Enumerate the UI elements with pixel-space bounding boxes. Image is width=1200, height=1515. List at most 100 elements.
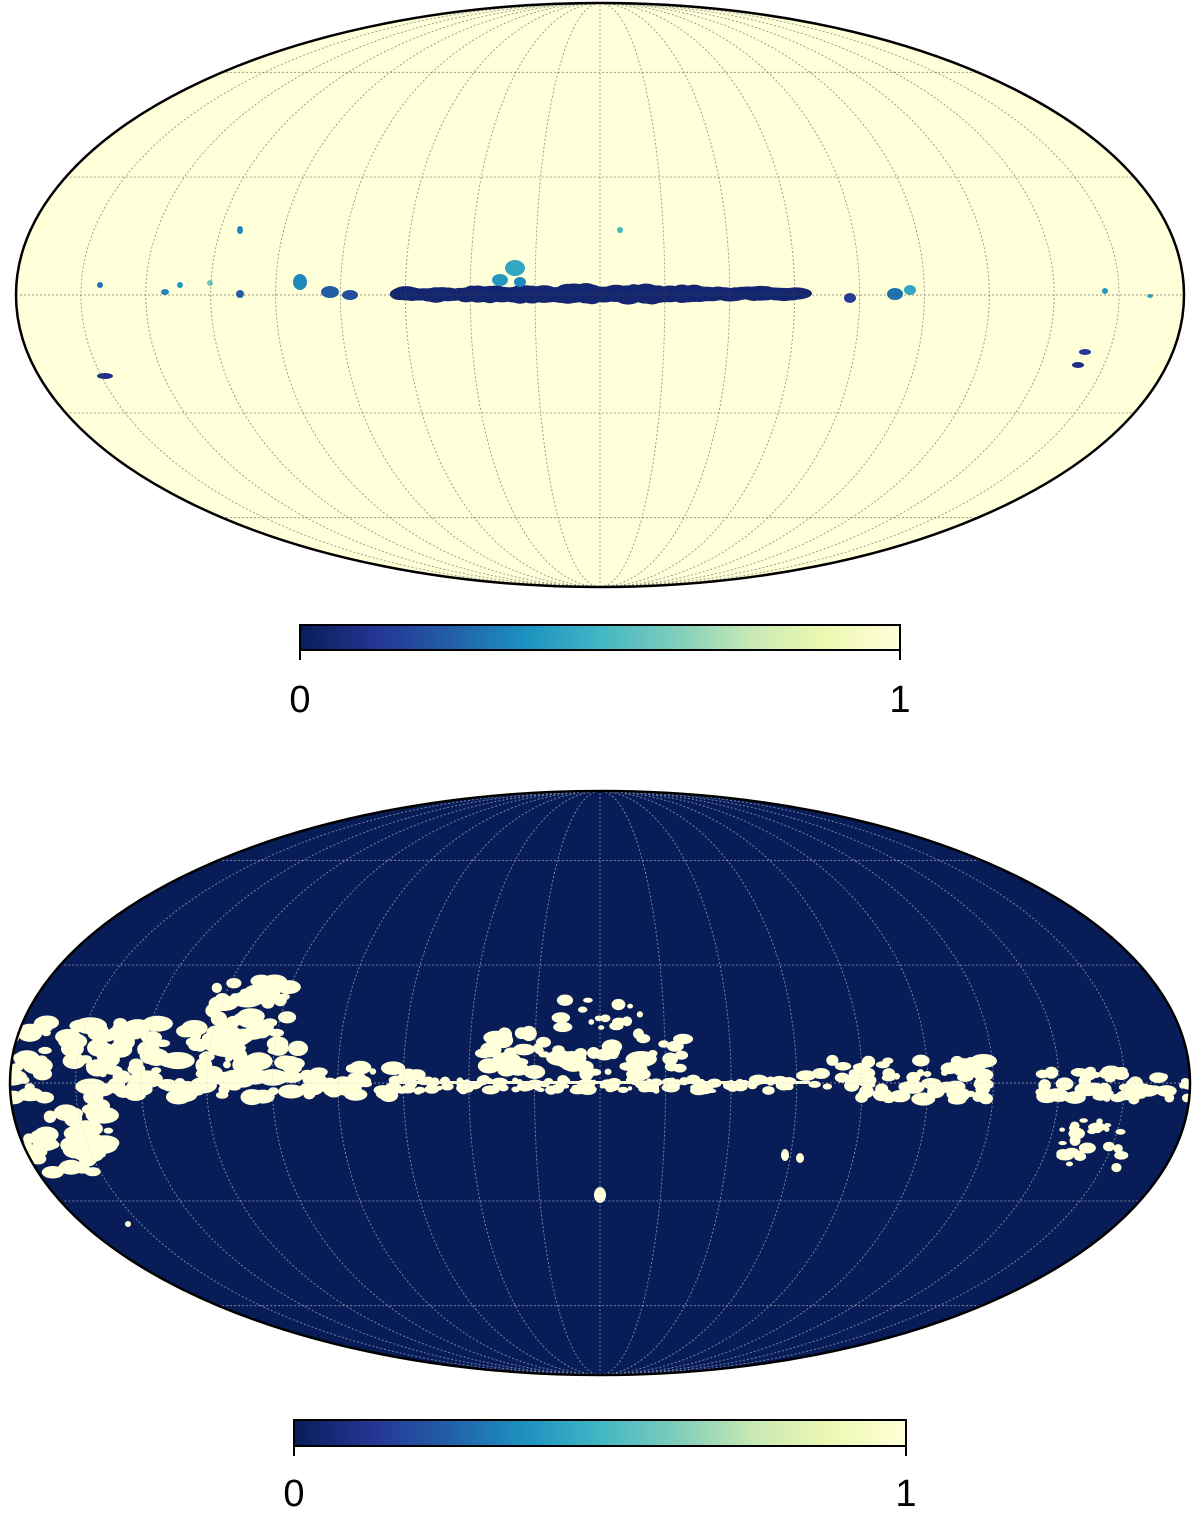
mask-cloud xyxy=(68,1133,92,1147)
mask-cloud xyxy=(70,1120,104,1138)
mask-cloud xyxy=(33,1145,48,1158)
dust-clump xyxy=(617,227,623,233)
mask-cloud xyxy=(945,1080,966,1092)
graticule-meridian xyxy=(402,791,601,1375)
dust-clump xyxy=(293,274,307,290)
mask-cloud xyxy=(231,1028,254,1044)
dust-clump xyxy=(97,282,103,288)
mask-cloud xyxy=(1073,1068,1082,1075)
mask-cloud xyxy=(481,1085,500,1095)
mask-cloud xyxy=(10,1090,25,1105)
mask-cloud xyxy=(553,1022,573,1033)
mask-cloud xyxy=(1164,1093,1175,1103)
mask-cloud xyxy=(607,1051,619,1060)
dust-band-segment xyxy=(780,287,812,300)
mask-cloud xyxy=(611,998,626,1011)
mask-cloud xyxy=(583,997,593,1003)
mask-cloud xyxy=(559,1083,570,1089)
mask-cloud xyxy=(268,1028,285,1037)
mask-cloud xyxy=(1058,1140,1067,1146)
mask-cloud xyxy=(912,1054,930,1067)
mask-cloud xyxy=(906,1071,921,1084)
mask-cloud xyxy=(78,1055,93,1064)
graticule-meridian xyxy=(275,3,601,587)
mask-spot xyxy=(125,1221,131,1227)
mask-cloud xyxy=(863,1058,871,1066)
mask-cloud xyxy=(38,1046,52,1055)
mask-cloud xyxy=(808,1080,821,1088)
mask-cloud xyxy=(75,1164,91,1174)
dust-clump xyxy=(207,280,213,286)
mask-cloud xyxy=(278,1011,297,1024)
mask-cloud xyxy=(303,1088,316,1100)
mask-cloud xyxy=(311,1070,324,1081)
map-2-graticule xyxy=(10,791,1190,1375)
mask-cloud xyxy=(127,1063,146,1075)
dust-clump xyxy=(177,282,183,288)
mask-cloud xyxy=(627,1086,633,1091)
mask-cloud xyxy=(205,1003,221,1018)
mask-cloud xyxy=(612,1017,627,1027)
mask-cloud xyxy=(146,1072,158,1081)
mask-cloud xyxy=(113,1017,128,1029)
mask-cloud xyxy=(882,1057,894,1064)
dust-clump xyxy=(904,285,916,295)
mask-cloud xyxy=(142,1015,173,1032)
mask-cloud xyxy=(534,1046,544,1055)
mask-cloud xyxy=(636,1033,651,1044)
mask-cloud xyxy=(287,1040,309,1057)
mask-cloud xyxy=(155,1039,171,1048)
mask-cloud xyxy=(604,1068,612,1075)
mask-cloud xyxy=(31,1021,49,1034)
mask-cloud xyxy=(834,1072,850,1083)
map-2-outline xyxy=(8,789,1192,1377)
mask-cloud xyxy=(19,1154,29,1163)
mask-cloud xyxy=(195,1068,214,1079)
dust-clump xyxy=(887,288,903,300)
mask-cloud xyxy=(1087,1128,1097,1135)
mask-cloud xyxy=(201,1032,219,1046)
mask-cloud xyxy=(334,1076,353,1086)
mask-cloud xyxy=(218,1023,235,1033)
mask-cloud xyxy=(965,1057,976,1067)
mask-cloud xyxy=(587,1086,597,1092)
mask-cloud xyxy=(552,1045,563,1056)
dust-clump xyxy=(505,260,525,276)
mask-cloud xyxy=(826,1054,839,1066)
map-1-outline xyxy=(14,1,1186,589)
mask-cloud xyxy=(255,991,281,1005)
mask-cloud xyxy=(497,1027,513,1043)
mask-cloud xyxy=(398,1070,415,1083)
mask-cloud xyxy=(1118,1083,1132,1091)
mask-cloud xyxy=(414,1086,426,1094)
mask-cloud xyxy=(43,1110,57,1124)
mask-cloud xyxy=(957,1072,974,1082)
mask-cloud xyxy=(211,982,222,993)
mask-cloud xyxy=(732,1082,748,1092)
mask-cloud xyxy=(636,1011,644,1018)
dust-clump xyxy=(236,290,244,298)
mask-cloud xyxy=(556,994,574,1006)
graticule-meridian xyxy=(75,791,601,1375)
mask-cloud xyxy=(882,1095,895,1104)
mask-cloud xyxy=(259,1021,274,1033)
dust-clump xyxy=(1072,362,1084,368)
colorbar-1: 0 1 xyxy=(289,624,911,721)
dust-clump xyxy=(237,226,243,234)
colorbar-2-label-min: 0 xyxy=(283,1473,304,1515)
dust-clump xyxy=(161,289,169,295)
mask-cloud xyxy=(588,1019,595,1025)
mask-cloud xyxy=(555,1054,583,1069)
mask-cloud xyxy=(218,1084,230,1095)
mask-cloud xyxy=(230,993,240,1002)
mask-cloud xyxy=(811,1068,830,1079)
mask-cloud xyxy=(369,1068,377,1075)
mask-cloud xyxy=(10,1063,24,1072)
mask-cloud xyxy=(551,1012,571,1024)
mask-cloud xyxy=(24,1083,35,1091)
mask-cloud xyxy=(594,1015,603,1022)
mask-cloud xyxy=(627,1003,634,1009)
mask-cloud xyxy=(1114,1151,1129,1160)
mask-cloud xyxy=(276,980,301,994)
